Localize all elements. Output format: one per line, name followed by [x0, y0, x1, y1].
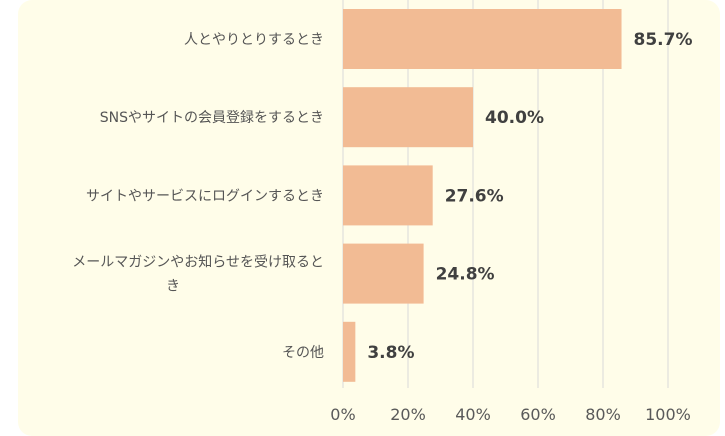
- bar-1: [343, 87, 473, 148]
- x-axis-tick-labels: 0% 20% 40% 60% 80% 100%: [330, 405, 691, 424]
- bar-4: [343, 321, 356, 382]
- value-label-4: 3.8%: [367, 343, 414, 363]
- category-label-0: 人とやりとりするとき: [184, 32, 324, 48]
- bar-2: [343, 165, 433, 226]
- value-label-1: 40.0%: [485, 108, 544, 128]
- value-labels: 85.7% 40.0% 27.6% 24.8% 3.8%: [367, 30, 692, 363]
- category-label-1: SNSやサイトの会員登録をするとき: [100, 110, 324, 126]
- bar-3: [343, 243, 424, 304]
- category-label-3-line-1: き: [166, 279, 180, 295]
- x-tick-label-5: 100%: [645, 405, 691, 424]
- x-tick-label-4: 80%: [585, 405, 621, 424]
- x-tick-label-0: 0%: [330, 405, 355, 424]
- bars: [343, 9, 622, 382]
- category-labels: 人とやりとりするとき SNSやサイトの会員登録をするときサイトやサービスにログイン…: [72, 32, 324, 361]
- value-label-0: 85.7%: [634, 30, 693, 50]
- x-tick-label-3: 60%: [520, 405, 556, 424]
- bar-0: [343, 9, 622, 69]
- x-tick-label-1: 20%: [390, 405, 426, 424]
- category-label-4: その他: [282, 345, 324, 361]
- value-label-3: 24.8%: [436, 265, 495, 285]
- value-label-2: 27.6%: [445, 186, 504, 206]
- category-label-3-line-0: メールマガジンやお知らせを受け取ると: [72, 254, 324, 271]
- x-tick-label-2: 40%: [455, 405, 491, 424]
- category-label-2: サイトやサービスにログインするとき: [86, 188, 324, 204]
